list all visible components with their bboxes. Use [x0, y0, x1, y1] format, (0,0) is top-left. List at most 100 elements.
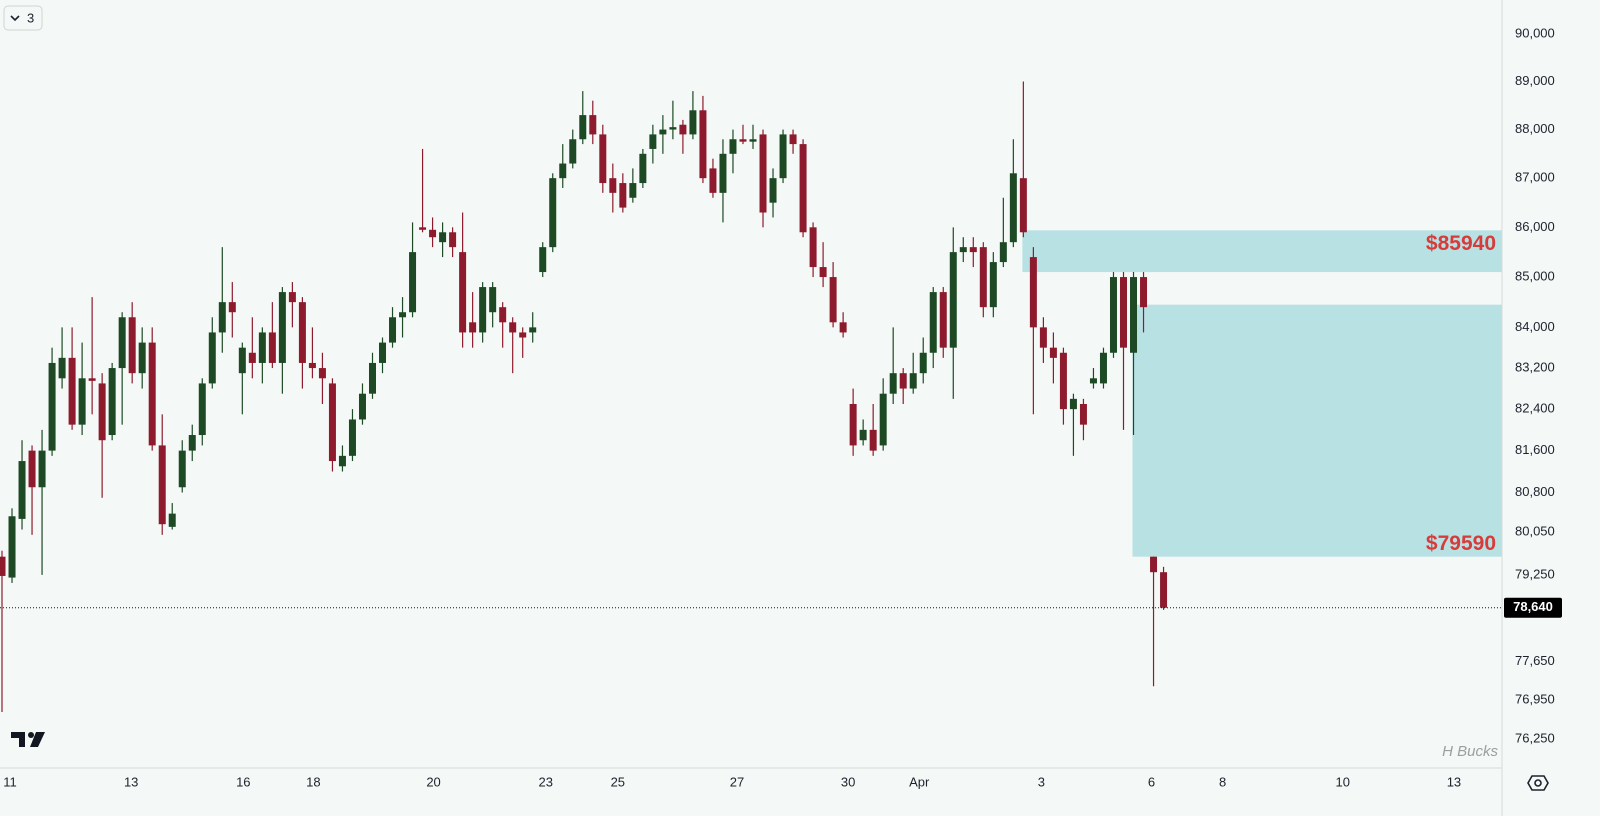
candle-body [178, 450, 186, 488]
y-tick-label: 79,250 [1515, 566, 1555, 581]
candle-body [118, 317, 126, 369]
candle-body [298, 302, 306, 363]
candle-body [188, 435, 196, 451]
candle-body [1150, 556, 1158, 573]
candle-body [949, 252, 957, 348]
candle-body [1109, 277, 1117, 353]
candle-body [819, 267, 827, 278]
candle-body [108, 368, 116, 436]
candle-body [98, 383, 106, 441]
candle-body [8, 516, 16, 578]
candle-body [28, 450, 36, 488]
candle-body [128, 317, 136, 374]
candle-body [629, 183, 637, 198]
candle-body [499, 307, 507, 323]
logo-part [28, 732, 34, 738]
candle-body [38, 450, 46, 488]
candle-body [759, 134, 767, 213]
candle-body [68, 357, 76, 425]
candle-body [789, 134, 797, 145]
candle-body [829, 277, 837, 323]
candle-body [18, 461, 26, 519]
candle-body [469, 322, 477, 333]
x-tick-label: 23 [538, 774, 552, 789]
candle-body [539, 247, 547, 273]
candle-body [238, 347, 246, 374]
candle-body [849, 403, 857, 446]
candles [0, 81, 1168, 713]
candle-body [1039, 327, 1047, 348]
y-tick-label: 85,000 [1515, 268, 1555, 283]
candle-body [809, 227, 817, 268]
x-tick-label: 25 [611, 774, 625, 789]
candle-body [228, 302, 236, 313]
x-tick-label: 8 [1219, 774, 1226, 789]
candle-body [358, 393, 366, 420]
tv-logo [11, 732, 45, 747]
candle-body [559, 163, 567, 179]
candle-body [288, 292, 296, 303]
candle-body [419, 227, 427, 230]
candle-body [709, 168, 717, 193]
candle-body [1160, 572, 1168, 608]
candle-body [479, 287, 487, 333]
candle-body [779, 134, 787, 179]
candle-body [599, 134, 607, 184]
zones: $85940 $79590 [1022, 230, 1502, 557]
candle-body [1079, 403, 1087, 425]
candle-body [719, 153, 727, 193]
candle-body [449, 232, 457, 248]
candle-body [919, 352, 927, 374]
badge-text: 3 [27, 10, 34, 25]
candle-body [959, 247, 967, 253]
candle-body [929, 292, 937, 353]
candle-body [619, 183, 627, 208]
candle-body [389, 317, 397, 343]
candle-body [799, 144, 807, 233]
logo-part [11, 732, 25, 747]
candle-body [158, 445, 166, 525]
candle-body [1089, 378, 1097, 384]
candle-body [489, 287, 497, 313]
x-tick-label: 18 [306, 774, 320, 789]
candle-body [58, 357, 66, 379]
x-tick-label: 27 [730, 774, 744, 789]
settings-gear[interactable] [1527, 775, 1549, 791]
y-tick-label: 76,250 [1515, 730, 1555, 745]
candle-body [1119, 277, 1127, 348]
axes: 90,000 89,000 88,000 87,000 86,000 85,000 84,0… [0, 25, 1562, 789]
candle-body [1019, 178, 1027, 233]
y-tick-label: 82,400 [1515, 401, 1555, 416]
x-tick-label: 13 [124, 774, 138, 789]
candle-body [1029, 257, 1037, 328]
candle-body [308, 362, 316, 369]
settings-icon[interactable] [1527, 775, 1549, 791]
candle-body [379, 342, 387, 363]
candle-body [0, 556, 6, 576]
candle-body [699, 110, 707, 179]
candle-body [649, 134, 657, 149]
candle-body [278, 292, 286, 363]
candle-body [689, 110, 697, 135]
candle-body [148, 342, 156, 446]
candle-body [318, 368, 326, 379]
candle-body [218, 302, 226, 333]
candle-body [48, 362, 56, 451]
candle-body [659, 129, 667, 135]
y-tick-label: 87,000 [1515, 170, 1555, 185]
candle-body [429, 229, 437, 238]
candle-body [348, 419, 356, 456]
candle-body [198, 383, 206, 436]
y-tick-label: 86,000 [1515, 219, 1555, 234]
last-price-label: 78,640 [1513, 599, 1553, 614]
candle-body [989, 262, 997, 308]
interval-badge[interactable]: 3 [3, 5, 43, 31]
candle-body [1059, 352, 1067, 410]
y-tick-label: 80,800 [1515, 484, 1555, 499]
x-tick-label: 13 [1447, 774, 1461, 789]
x-tick-label: 16 [236, 774, 250, 789]
settings-center[interactable] [1534, 779, 1542, 787]
badge-box[interactable] [3, 5, 43, 31]
x-tick-label: Apr [909, 774, 930, 789]
